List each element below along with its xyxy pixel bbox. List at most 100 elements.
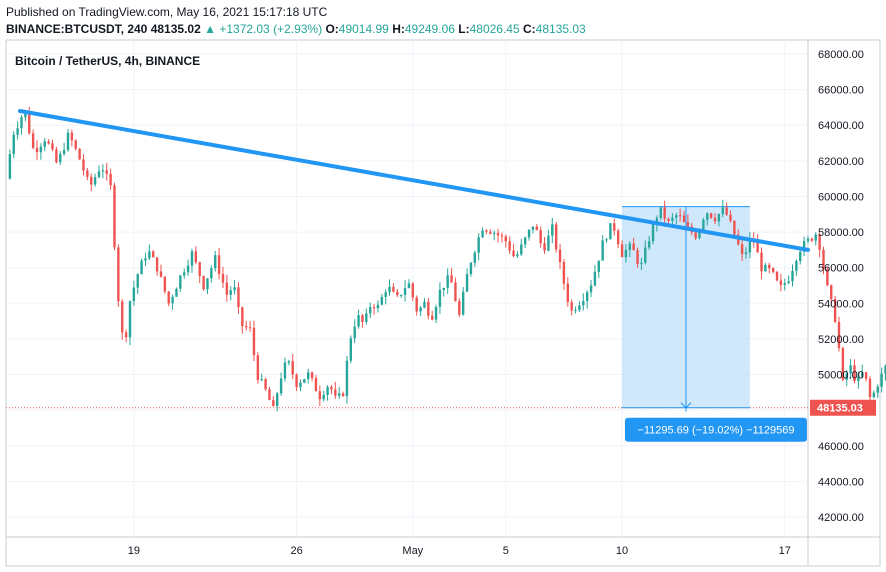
candle-body bbox=[140, 260, 143, 275]
candle-body bbox=[318, 391, 322, 400]
candle-body bbox=[876, 386, 879, 393]
candle-body bbox=[388, 286, 391, 293]
candle-body bbox=[465, 274, 469, 292]
candle-body bbox=[74, 140, 77, 149]
candle-body bbox=[430, 315, 434, 320]
y-tick-label: 50000.00 bbox=[818, 370, 864, 382]
candle-body bbox=[194, 251, 198, 263]
candle-body bbox=[124, 332, 128, 338]
candle-body bbox=[775, 271, 779, 281]
candle-body bbox=[667, 218, 670, 221]
candle-body bbox=[399, 294, 403, 296]
x-tick-label: 26 bbox=[290, 545, 302, 557]
candle-body bbox=[341, 393, 345, 397]
y-tick-label: 46000.00 bbox=[818, 441, 864, 453]
candle-body bbox=[880, 373, 883, 387]
close-value: 48135.03 bbox=[535, 22, 586, 36]
candle-body bbox=[675, 215, 678, 218]
candle-body bbox=[59, 153, 62, 163]
candle-body bbox=[186, 265, 190, 273]
trendline-segment bbox=[18, 108, 810, 252]
candle-body bbox=[841, 348, 845, 380]
candle-body bbox=[78, 148, 81, 160]
candle-body bbox=[446, 275, 449, 288]
candle-body bbox=[574, 310, 577, 312]
candle-body bbox=[179, 275, 182, 289]
y-tick-label: 66000.00 bbox=[818, 85, 864, 97]
range-badge bbox=[624, 417, 807, 442]
candle-body bbox=[709, 213, 713, 218]
x-tick-label: May bbox=[402, 545, 423, 557]
ohlc-bar: BINANCE:BTCUSDT, 240 48135.02 ▲ +1372.03… bbox=[6, 22, 586, 36]
candle-body bbox=[853, 365, 856, 382]
candle-body bbox=[202, 276, 205, 290]
candle-body bbox=[640, 262, 643, 264]
candle-body bbox=[384, 292, 387, 297]
candle-body bbox=[155, 257, 159, 272]
candle-body bbox=[128, 301, 132, 338]
candle-body bbox=[636, 250, 639, 264]
candle-body bbox=[686, 222, 690, 227]
candle-body bbox=[799, 251, 802, 261]
candle-body bbox=[167, 291, 170, 304]
candle-body bbox=[334, 389, 337, 396]
candle-body bbox=[593, 271, 597, 286]
candle-body bbox=[423, 301, 426, 308]
candle-body bbox=[613, 223, 616, 231]
low-label: L: bbox=[458, 22, 470, 36]
candle-body bbox=[291, 361, 294, 375]
y-tick-label: 44000.00 bbox=[818, 476, 864, 488]
price-range-tool[interactable]: −11295.69 (−19.02%) −1129569 bbox=[622, 206, 807, 442]
candle-body bbox=[818, 234, 821, 250]
candle-body bbox=[206, 278, 209, 290]
trendline[interactable] bbox=[18, 108, 810, 252]
candle-body bbox=[434, 306, 438, 320]
candle-body bbox=[117, 247, 120, 302]
candle-body bbox=[295, 374, 298, 388]
candle-body bbox=[310, 372, 314, 379]
candle-body bbox=[337, 393, 341, 396]
candle-body bbox=[702, 219, 705, 230]
candle-body bbox=[698, 229, 701, 239]
up-triangle-icon: ▲ bbox=[204, 22, 216, 36]
candle-body bbox=[671, 217, 674, 221]
candle-body bbox=[163, 276, 167, 292]
candle-body bbox=[144, 258, 147, 261]
range-badge-label: −11295.69 (−19.02%) −1129569 bbox=[637, 425, 794, 437]
candle-body bbox=[314, 378, 318, 392]
candle-body bbox=[368, 307, 372, 314]
candle-body bbox=[396, 291, 399, 296]
candle-body bbox=[90, 176, 93, 185]
candle-body bbox=[345, 360, 349, 397]
candle-body bbox=[283, 362, 287, 379]
candle-body bbox=[628, 243, 631, 250]
candle-body bbox=[833, 299, 837, 322]
publish-info: Published on TradingView.com, May 16, 20… bbox=[6, 5, 328, 19]
candle-body bbox=[31, 133, 35, 148]
candle-body bbox=[802, 241, 806, 252]
candle-body bbox=[771, 268, 775, 272]
candle-body bbox=[372, 307, 376, 309]
price-axis[interactable]: 68000.00 66000.00 64000.00 62000.00 60000.00… bbox=[810, 49, 876, 524]
candle-body bbox=[264, 379, 267, 390]
candle-body bbox=[678, 215, 682, 217]
candle-body bbox=[357, 315, 360, 327]
symbol-label[interactable]: BINANCE:BTCUSDT, 240 bbox=[6, 22, 148, 36]
candle-body bbox=[210, 268, 213, 279]
candle-body bbox=[461, 291, 465, 315]
candle-body bbox=[214, 255, 217, 269]
candle-body bbox=[82, 159, 85, 171]
candle-body bbox=[810, 238, 814, 241]
candle-body bbox=[24, 112, 27, 118]
candle-body bbox=[779, 280, 783, 285]
y-tick-label: 42000.00 bbox=[818, 512, 864, 524]
y-tick-label: 54000.00 bbox=[818, 298, 864, 310]
candle-body bbox=[597, 260, 600, 272]
time-axis[interactable]: 19 26 May 5 10 17 bbox=[128, 545, 791, 557]
candle-body bbox=[725, 207, 728, 215]
candle-body bbox=[16, 128, 19, 135]
candle-body bbox=[66, 132, 70, 150]
y-tick-label: 68000.00 bbox=[818, 49, 864, 61]
candle-body bbox=[109, 173, 112, 186]
